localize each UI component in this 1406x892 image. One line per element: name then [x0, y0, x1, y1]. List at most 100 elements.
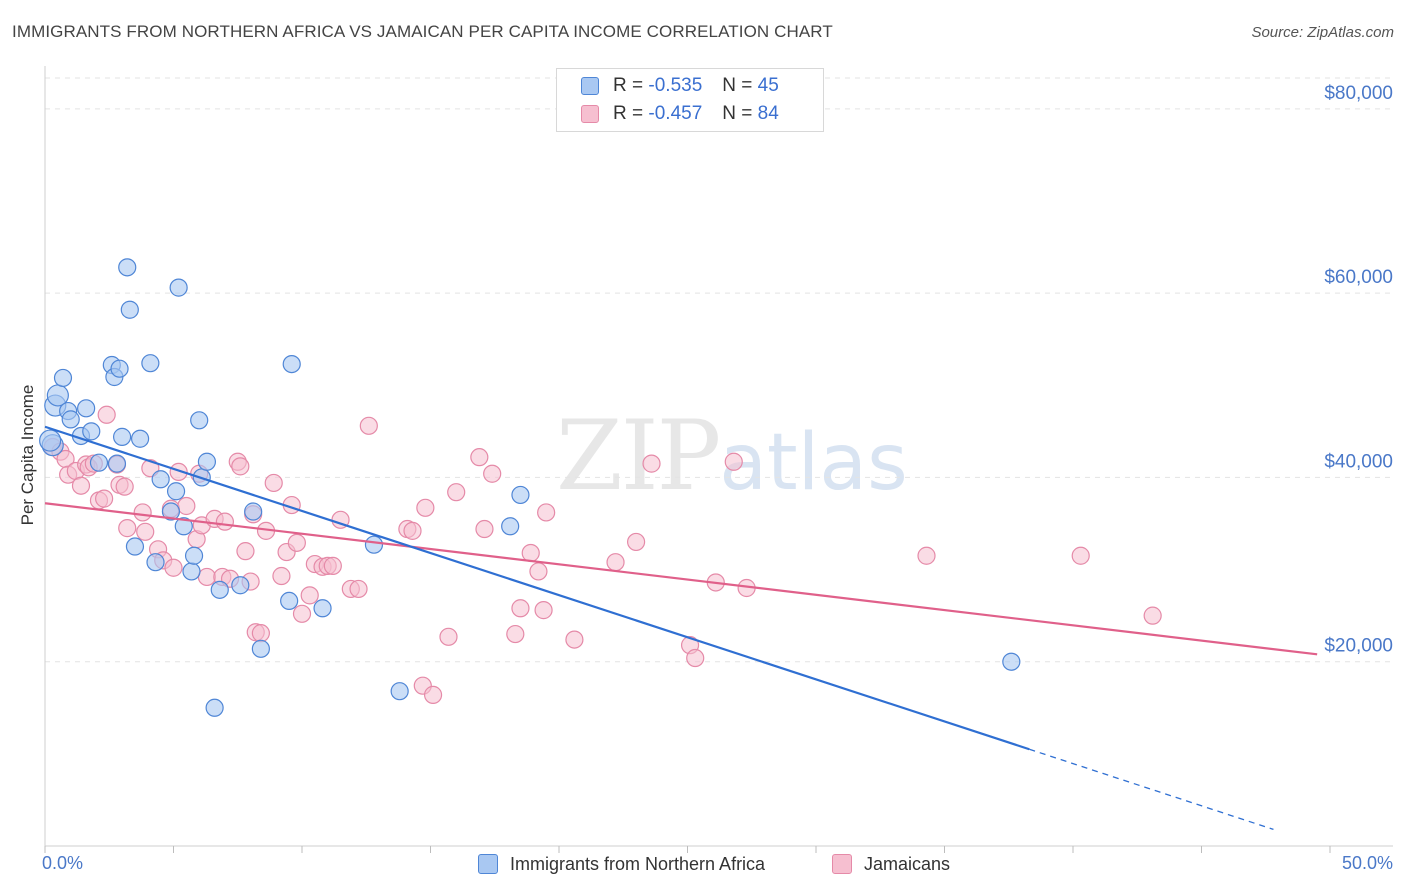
bottom-legend-series1: Immigrants from Northern Africa: [478, 852, 765, 876]
point-jamaicans: [565, 630, 584, 649]
trend-line-jamaicans: [44, 502, 1318, 656]
point-northern-africa: [89, 453, 109, 472]
point-jamaicans: [416, 498, 435, 517]
point-northern-africa: [390, 682, 409, 701]
point-jamaicans: [626, 532, 646, 552]
point-jamaicans: [118, 519, 137, 538]
point-northern-africa: [184, 546, 204, 565]
point-northern-africa: [174, 517, 193, 536]
point-jamaicans: [359, 416, 378, 435]
x-tick-label-max: 50.0%: [1342, 853, 1393, 873]
point-jamaicans: [439, 627, 458, 646]
point-northern-africa: [53, 368, 73, 388]
point-jamaicans: [300, 586, 319, 605]
y-tick-label: $20,000: [1324, 636, 1393, 657]
point-northern-africa: [151, 470, 170, 489]
point-jamaicans: [606, 553, 625, 572]
point-jamaicans: [215, 512, 234, 531]
point-northern-africa: [1002, 652, 1021, 671]
point-jamaicans: [95, 489, 114, 508]
point-jamaicans: [169, 462, 188, 481]
point-northern-africa: [210, 580, 229, 599]
point-northern-africa: [205, 698, 224, 717]
point-northern-africa: [120, 300, 139, 319]
point-jamaicans: [287, 533, 306, 552]
point-northern-africa: [82, 422, 101, 441]
point-northern-africa: [77, 399, 96, 418]
point-northern-africa: [282, 354, 301, 374]
y-tick-label: $40,000: [1324, 451, 1393, 472]
point-jamaicans: [511, 599, 530, 618]
point-jamaicans: [97, 405, 116, 424]
point-northern-africa: [130, 429, 150, 448]
point-jamaicans: [71, 476, 91, 495]
point-jamaicans: [917, 546, 936, 565]
point-northern-africa: [244, 502, 263, 521]
legend-r-label: R =: [613, 75, 644, 96]
source-label: Source: ZipAtlas.com: [1251, 24, 1394, 41]
legend-r-value-series1: -0.535: [648, 75, 703, 96]
legend-row-series2: R = -0.457 N = 84: [581, 101, 779, 127]
point-northern-africa: [61, 410, 80, 429]
point-northern-africa: [280, 591, 299, 611]
point-jamaicans: [133, 503, 152, 522]
point-jamaicans: [349, 579, 368, 599]
point-jamaicans: [231, 457, 250, 476]
point-jamaicans: [197, 567, 217, 587]
bottom-legend-label-series1: Immigrants from Northern Africa: [510, 853, 766, 874]
watermark: ZIPatlas: [556, 400, 908, 512]
point-jamaicans: [236, 542, 255, 561]
bottom-legend-label-series2: Jamaicans: [864, 853, 951, 874]
point-northern-africa: [161, 502, 181, 521]
legend-row-series1: R = -0.535 N = 45: [581, 73, 779, 99]
point-northern-africa: [125, 537, 145, 556]
point-jamaicans: [470, 448, 489, 467]
point-northern-africa: [364, 535, 384, 554]
point-jamaicans: [1143, 606, 1162, 625]
point-northern-africa: [182, 562, 201, 581]
legend-r-value-series2: -0.457: [648, 103, 703, 124]
point-jamaicans: [483, 464, 502, 483]
point-jamaicans: [642, 454, 661, 473]
point-jamaicans: [136, 522, 155, 541]
legend: R = -0.535 N = 45 R = -0.457 N = 84: [556, 68, 824, 132]
point-northern-africa: [118, 258, 137, 277]
point-northern-africa: [107, 454, 127, 473]
trend-extension-northern-africa: [1029, 748, 1274, 831]
trend-line-northern-africa: [44, 425, 1030, 751]
point-jamaicans: [506, 624, 525, 644]
point-jamaicans: [323, 556, 342, 575]
point-jamaicans: [292, 604, 312, 623]
point-jamaicans: [475, 519, 494, 539]
point-northern-africa: [39, 429, 62, 452]
legend-n-value-series2: 84: [757, 103, 779, 124]
watermark-zip: ZIP: [556, 400, 721, 512]
point-jamaicans: [447, 483, 466, 502]
point-northern-africa: [511, 485, 530, 505]
point-jamaicans: [686, 648, 705, 668]
point-jamaicans: [423, 685, 443, 704]
chart-title: IMMIGRANTS FROM NORTHERN AFRICA VS JAMAI…: [12, 22, 833, 41]
point-jamaicans: [272, 566, 291, 586]
bottom-legend-swatch-series1: [478, 854, 498, 874]
point-jamaicans: [264, 473, 283, 493]
point-jamaicans: [534, 601, 553, 620]
point-jamaicans: [724, 452, 743, 471]
legend-n-label: N =: [722, 75, 753, 96]
point-northern-africa: [169, 278, 188, 297]
bottom-legend-series2: Jamaicans: [832, 852, 950, 876]
point-northern-africa: [251, 639, 270, 658]
point-northern-africa: [313, 599, 332, 618]
y-tick-label: $80,000: [1324, 83, 1393, 104]
point-jamaicans: [403, 521, 422, 540]
legend-r-label: R =: [613, 103, 644, 124]
point-northern-africa: [146, 553, 165, 572]
point-jamaicans: [164, 558, 183, 577]
point-northern-africa: [112, 427, 132, 446]
legend-swatch-series1: [581, 77, 599, 95]
point-jamaicans: [115, 477, 134, 496]
legend-n-value-series1: 45: [757, 75, 779, 96]
point-jamaicans: [529, 562, 548, 581]
point-jamaicans: [251, 624, 270, 643]
point-jamaicans: [1071, 546, 1090, 565]
